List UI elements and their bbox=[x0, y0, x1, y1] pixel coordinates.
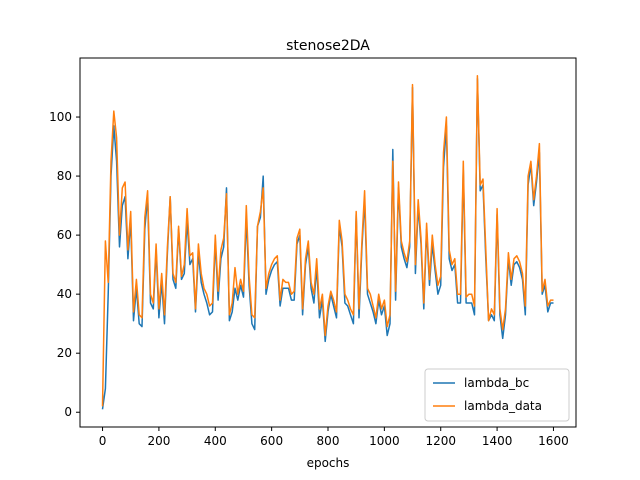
y-tick-label: 0 bbox=[64, 405, 72, 419]
legend-label-lambda-bc: lambda_bc bbox=[464, 376, 529, 390]
chart-title: stenose2DA bbox=[286, 38, 370, 54]
x-tick-label: 600 bbox=[260, 434, 283, 448]
y-tick-label: 40 bbox=[57, 287, 72, 301]
x-tick-label: 200 bbox=[147, 434, 170, 448]
plot-area bbox=[101, 74, 554, 410]
x-tick-label: 0 bbox=[99, 434, 107, 448]
x-tick-label: 1200 bbox=[425, 434, 456, 448]
legend-label-lambda-data: lambda_data bbox=[464, 399, 542, 413]
legend: lambda_bc lambda_data bbox=[424, 368, 570, 422]
y-tick-label: 100 bbox=[49, 110, 72, 124]
x-tick-label: 800 bbox=[317, 434, 340, 448]
y-tick-label: 20 bbox=[57, 346, 72, 360]
x-axis-label: epochs bbox=[307, 456, 350, 470]
y-tick-label: 60 bbox=[57, 228, 72, 242]
x-tick-label: 1400 bbox=[482, 434, 513, 448]
legend-box bbox=[424, 368, 570, 422]
y-tick-label: 80 bbox=[57, 169, 72, 183]
series-line-lambda-data bbox=[101, 74, 554, 407]
x-tick-label: 1600 bbox=[538, 434, 569, 448]
axis-ticks: 0 200 400 600 800 1000 1200 1400 1600 0 20 40 60 80 10… bbox=[49, 110, 569, 448]
x-tick-label: 1000 bbox=[369, 434, 400, 448]
x-tick-label: 400 bbox=[204, 434, 227, 448]
